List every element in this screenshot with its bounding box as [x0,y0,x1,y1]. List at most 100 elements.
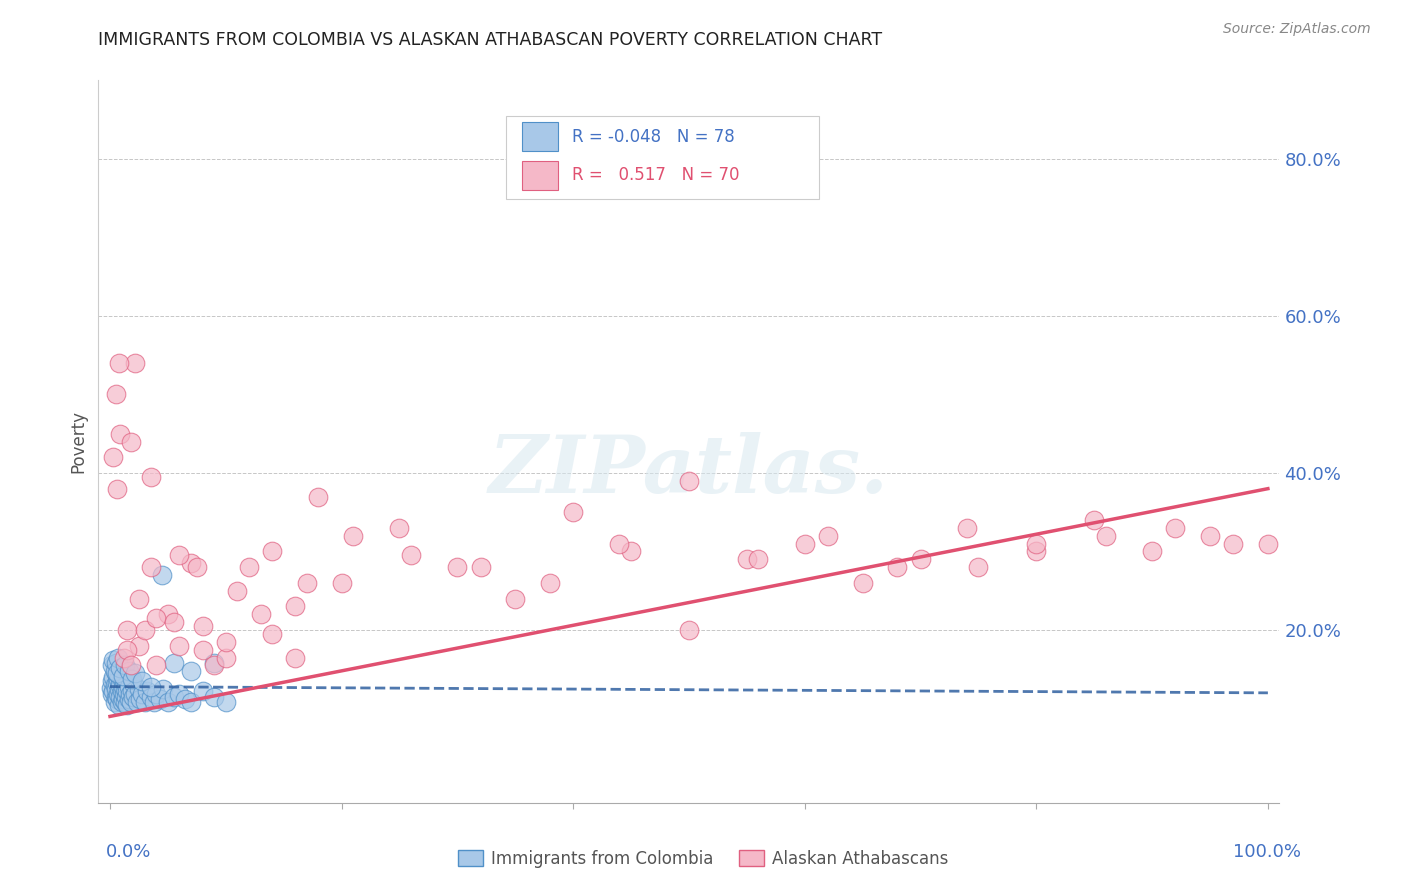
Point [186,560,208,574]
Point [609,536,631,550]
Point [128,681,150,696]
Point [180,556,202,570]
Point [307,490,329,504]
Point [793,536,815,550]
Point [215,635,238,649]
Point [388,521,411,535]
Point [342,529,364,543]
Point [104,678,127,692]
Point [131,687,153,701]
Point [330,575,353,590]
Point [163,690,186,704]
Point [110,672,132,686]
Point [910,552,932,566]
Point [215,695,238,709]
Point [114,695,136,709]
Point [1199,529,1222,543]
Point [108,668,131,682]
Point [110,661,132,675]
Point [124,687,146,701]
Point [115,678,138,692]
Point [105,666,128,681]
Point [110,690,132,704]
Point [101,658,124,673]
Point [103,670,125,684]
Point [1164,521,1187,535]
Point [117,642,139,657]
Point [139,690,162,704]
Point [110,426,132,441]
Point [202,656,225,670]
Point [852,575,875,590]
Point [134,623,156,637]
Point [470,560,492,574]
Point [111,692,134,706]
Point [128,639,150,653]
Point [446,560,468,574]
Point [620,544,643,558]
Point [967,560,990,574]
Point [152,681,174,696]
Point [131,674,153,689]
Point [191,684,214,698]
Point [103,450,125,465]
Point [120,434,142,449]
Point [163,656,186,670]
Point [101,674,124,689]
Point [134,695,156,709]
Text: R = -0.048   N = 78: R = -0.048 N = 78 [572,128,735,146]
Point [284,650,307,665]
Point [128,591,150,606]
Point [114,658,136,673]
Point [163,615,186,630]
Point [295,575,318,590]
Point [112,687,135,701]
Point [202,690,225,704]
Point [105,664,128,678]
Point [104,681,127,696]
Point [139,470,162,484]
Point [105,482,128,496]
Point [107,672,129,686]
Point [1083,513,1105,527]
Point [104,666,127,681]
Point [107,650,129,665]
Point [145,687,167,701]
Point [1025,544,1047,558]
Point [1025,536,1047,550]
Point [180,695,202,709]
Point [174,692,197,706]
Point [115,690,138,704]
Point [1257,536,1279,550]
Point [124,666,146,681]
Point [114,681,136,696]
Point [111,668,134,682]
Point [111,680,134,694]
FancyBboxPatch shape [523,122,558,152]
Point [112,674,135,689]
Point [538,575,561,590]
Point [110,678,132,692]
Text: 0.0%: 0.0% [105,843,150,861]
Point [149,692,172,706]
Point [678,474,700,488]
Point [1140,544,1163,558]
Point [191,642,214,657]
Text: ZIPatlas.: ZIPatlas. [489,432,889,509]
Point [262,544,284,558]
Point [139,680,162,694]
Point [139,560,162,574]
Point [122,676,145,690]
Y-axis label: Poverty: Poverty [69,410,87,473]
Point [120,658,142,673]
Legend: Immigrants from Colombia, Alaskan Athabascans: Immigrants from Colombia, Alaskan Athaba… [451,844,955,875]
Point [108,681,131,696]
Point [180,664,202,678]
Point [1222,536,1244,550]
Point [103,653,125,667]
Point [817,529,839,543]
Point [108,356,131,370]
Point [399,549,422,563]
Point [136,684,159,698]
Point [105,692,128,706]
